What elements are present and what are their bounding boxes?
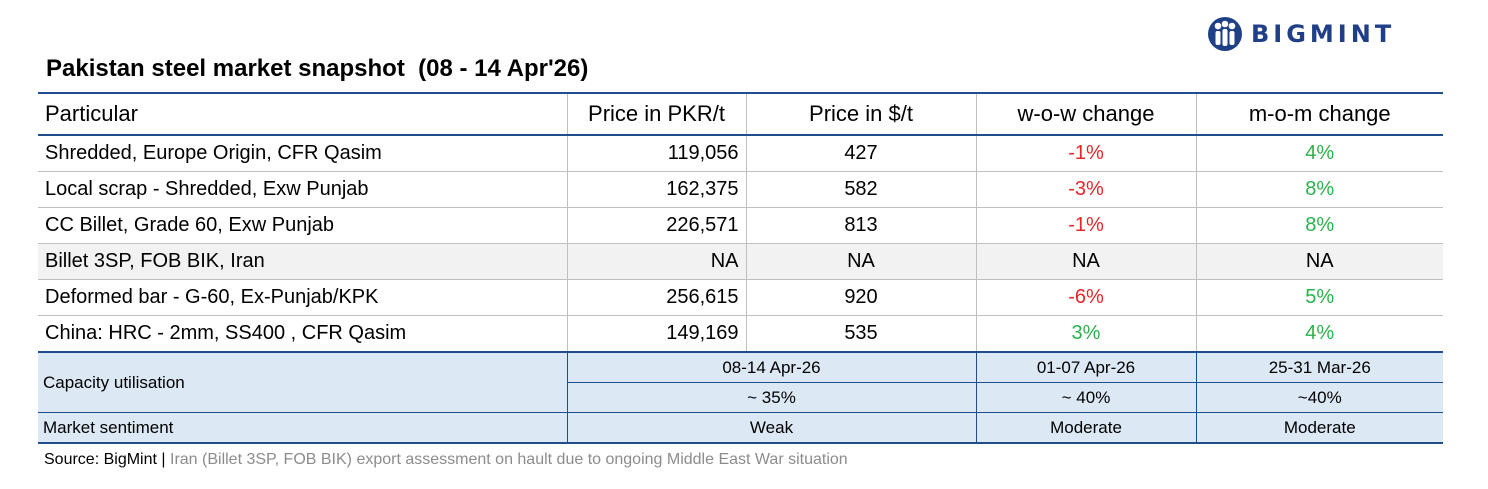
table-row: Billet 3SP, FOB BIK, Iran NA NA NA NA bbox=[38, 243, 1443, 280]
sentiment-current: Weak bbox=[567, 412, 977, 444]
capacity-value-previous-month: ~40% bbox=[1196, 382, 1443, 413]
capacity-period-row: Capacity utilisation 08-14 Apr-26 01-07 … bbox=[38, 352, 1443, 413]
bigmint-logo: BIGMINT bbox=[1207, 16, 1395, 52]
source-separator: | bbox=[161, 451, 166, 468]
price-pkr-cell: NA bbox=[567, 243, 747, 280]
mom-change-cell: 4% bbox=[1196, 315, 1443, 353]
wow-change-cell: 3% bbox=[976, 315, 1197, 353]
source-note: Source: BigMint | Iran (Billet 3SP, FOB … bbox=[44, 451, 848, 469]
price-pkr-cell: 162,375 bbox=[567, 171, 747, 208]
market-sentiment-row: Market sentiment Weak Moderate Moderate bbox=[38, 412, 1443, 444]
bigmint-logo-text: BIGMINT bbox=[1251, 20, 1396, 48]
price-usd-cell: 920 bbox=[746, 279, 977, 316]
price-pkr-cell: 256,615 bbox=[567, 279, 747, 316]
price-pkr-cell: 226,571 bbox=[567, 207, 747, 244]
capacity-value-current: ~ 35% bbox=[567, 382, 977, 413]
particular-cell: Deformed bar - G-60, Ex-Punjab/KPK bbox=[38, 279, 568, 316]
price-usd-cell: 813 bbox=[746, 207, 977, 244]
market-sentiment-label: Market sentiment bbox=[38, 412, 568, 444]
price-pkr-cell: 149,169 bbox=[567, 315, 747, 353]
source-disclaimer: Iran (Billet 3SP, FOB BIK) export assess… bbox=[170, 451, 848, 468]
mom-change-cell: 8% bbox=[1196, 171, 1443, 208]
price-usd-cell: 582 bbox=[746, 171, 977, 208]
particular-cell: Billet 3SP, FOB BIK, Iran bbox=[38, 243, 568, 280]
sentiment-previous-week: Moderate bbox=[976, 412, 1197, 444]
capacity-period-current: 08-14 Apr-26 bbox=[567, 352, 977, 383]
wow-change-cell: -6% bbox=[976, 279, 1197, 316]
header-price-usd: Price in $/t bbox=[746, 92, 977, 136]
bigmint-logo-icon bbox=[1208, 17, 1242, 51]
mom-change-cell: 4% bbox=[1196, 135, 1443, 172]
price-usd-cell: NA bbox=[746, 243, 977, 280]
price-pkr-cell: 119,056 bbox=[567, 135, 747, 172]
capacity-period-previous-week: 01-07 Apr-26 bbox=[976, 352, 1197, 383]
wow-change-cell: -1% bbox=[976, 207, 1197, 244]
particular-cell: China: HRC - 2mm, SS400 , CFR Qasim bbox=[38, 315, 568, 353]
table-row: China: HRC - 2mm, SS400 , CFR Qasim 149,… bbox=[38, 315, 1443, 353]
capacity-utilisation-label: Capacity utilisation bbox=[38, 352, 568, 413]
table-row: Local scrap - Shredded, Exw Punjab 162,3… bbox=[38, 171, 1443, 208]
snapshot-table: Particular Price in PKR/t Price in $/t w… bbox=[38, 92, 1443, 444]
wow-change-cell: -1% bbox=[976, 135, 1197, 172]
page-title: Pakistan steel market snapshot (08 - 14 … bbox=[46, 55, 589, 82]
table-row: Shredded, Europe Origin, CFR Qasim 119,0… bbox=[38, 135, 1443, 172]
price-usd-cell: 535 bbox=[746, 315, 977, 353]
mom-change-cell: NA bbox=[1196, 243, 1443, 280]
table-row: CC Billet, Grade 60, Exw Punjab 226,571 … bbox=[38, 207, 1443, 244]
capacity-value-previous-week: ~ 40% bbox=[976, 382, 1197, 413]
header-particular: Particular bbox=[38, 92, 568, 136]
price-usd-cell: 427 bbox=[746, 135, 977, 172]
wow-change-cell: NA bbox=[976, 243, 1197, 280]
header-price-pkr: Price in PKR/t bbox=[567, 92, 747, 136]
header-row: Particular Price in PKR/t Price in $/t w… bbox=[38, 92, 1443, 136]
capacity-period-previous-month: 25-31 Mar-26 bbox=[1196, 352, 1443, 383]
capacity-value-row: ~ 35% ~ 40% ~40% bbox=[38, 382, 1443, 413]
wow-change-cell: -3% bbox=[976, 171, 1197, 208]
header-mom-change: m-o-m change bbox=[1196, 92, 1443, 136]
mom-change-cell: 5% bbox=[1196, 279, 1443, 316]
sentiment-previous-month: Moderate bbox=[1196, 412, 1443, 444]
particular-cell: Local scrap - Shredded, Exw Punjab bbox=[38, 171, 568, 208]
header-wow-change: w-o-w change bbox=[976, 92, 1197, 136]
source-label: Source: BigMint bbox=[44, 451, 157, 468]
particular-cell: CC Billet, Grade 60, Exw Punjab bbox=[38, 207, 568, 244]
particular-cell: Shredded, Europe Origin, CFR Qasim bbox=[38, 135, 568, 172]
mom-change-cell: 8% bbox=[1196, 207, 1443, 244]
table-row: Deformed bar - G-60, Ex-Punjab/KPK 256,6… bbox=[38, 279, 1443, 316]
